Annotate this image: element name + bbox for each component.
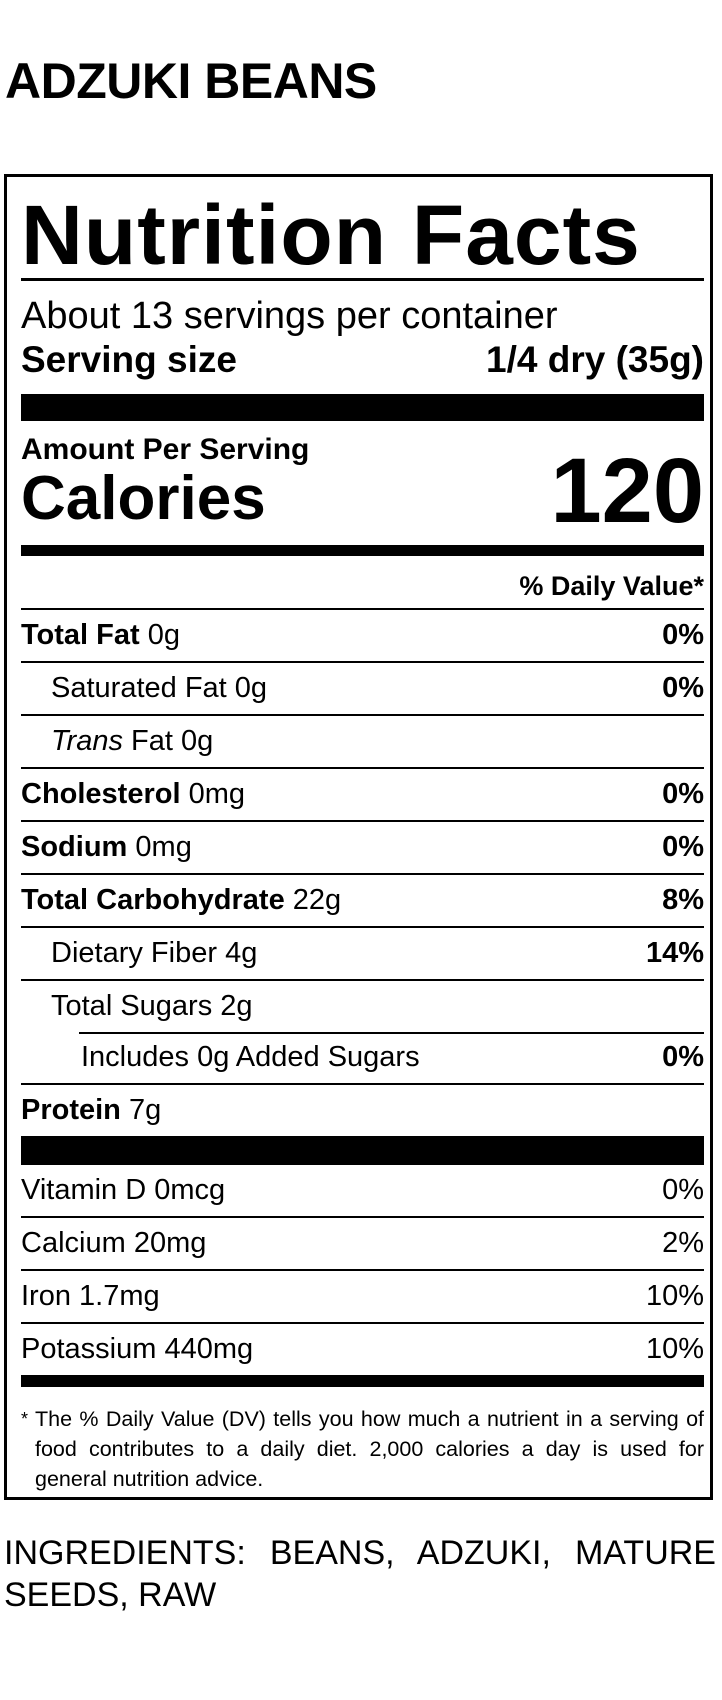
nutrient-name-italic: Trans [51, 725, 123, 757]
thick-divider [21, 394, 704, 421]
divider [21, 278, 704, 281]
servings-per-container: About 13 servings per container [21, 295, 558, 337]
calories-label: Calories [21, 464, 266, 533]
nutrient-name: Dietary Fiber [51, 937, 217, 969]
nutrient-amount: 4g [225, 937, 258, 969]
product-name: ADZUKI BEANS [5, 53, 377, 109]
nutrient-name: Cholesterol [21, 778, 181, 810]
vitamin-name: Potassium [21, 1333, 157, 1365]
nutrient-dv: 0% [662, 1041, 704, 1073]
calories-value: 120 [550, 440, 705, 542]
vitamin-name: Iron [21, 1280, 71, 1312]
nutrient-name: Saturated Fat [51, 672, 227, 704]
nutrient-amount: 7g [128, 1094, 162, 1126]
nutrient-dv: 8% [662, 884, 704, 916]
nutrient-name: Total Fat [21, 619, 140, 651]
vitamin-dv: 2% [662, 1227, 704, 1259]
vitamin-dv: 10% [645, 1333, 704, 1365]
footnote-marker: * [21, 1409, 29, 1429]
nutrient-name: Protein [21, 1094, 121, 1126]
nutrient-row-trans-fat: Trans Fat 0g [21, 714, 704, 767]
nutrient-name: Fat [131, 725, 173, 757]
serving-size-row: Serving size 1/4 dry (35g) [21, 337, 704, 383]
nutrient-dv: 0% [662, 778, 704, 810]
nutrient-amount: 0g [181, 725, 214, 757]
nutrient-name: Total Carbohydrate [21, 884, 285, 916]
ingredients: INGREDIENTS: BEANS, ADZUKI, MATURE SEEDS… [4, 1534, 716, 1614]
nutrient-name: Includes 0g Added Sugars [81, 1041, 420, 1073]
vitamin-row-potassium: Potassium 440mg 10% [21, 1322, 704, 1375]
serving-size-value: 1/4 dry (35g) [486, 339, 704, 380]
nutrient-amount: 0g [234, 672, 268, 704]
vitamin-dv: 10% [645, 1280, 704, 1312]
vitamin-amount: 20mg [133, 1227, 207, 1259]
nutrient-row-sodium: Sodium 0mg 0% [21, 820, 704, 873]
vitamin-amount: 0mcg [154, 1174, 226, 1206]
nutrient-name: Sodium [21, 831, 128, 863]
thick-divider [21, 1136, 704, 1165]
vitamin-amount: 440mg [164, 1333, 254, 1365]
nutrient-rows: Total Fat 0g 0% Saturated Fat 0g 0% Tran… [21, 608, 704, 1387]
medium-divider [21, 545, 704, 556]
nutrient-row-total-carbohydrate: Total Carbohydrate 22g 8% [21, 873, 704, 926]
nutrient-name: Total Sugars [51, 990, 213, 1022]
vitamin-dv: 0% [662, 1174, 704, 1206]
nutrient-amount: 22g [292, 884, 342, 916]
nutrient-row-cholesterol: Cholesterol 0mg 0% [21, 767, 704, 820]
vitamin-row-calcium: Calcium 20mg 2% [21, 1216, 704, 1269]
medium-divider [21, 1375, 704, 1387]
nutrient-row-saturated-fat: Saturated Fat 0g 0% [21, 661, 704, 714]
nutrient-row-added-sugars: Includes 0g Added Sugars 0% [21, 1032, 704, 1083]
vitamin-name: Calcium [21, 1227, 126, 1259]
nutrient-row-protein: Protein 7g [21, 1083, 704, 1136]
vitamin-name: Vitamin D [21, 1174, 147, 1206]
nutrient-row-dietary-fiber: Dietary Fiber 4g 14% [21, 926, 704, 979]
label-heading: Nutrition Facts [21, 188, 641, 282]
amount-per-serving: Amount Per Serving [21, 433, 310, 466]
nutrient-dv: 0% [662, 672, 704, 704]
vitamin-row-iron: Iron 1.7mg 10% [21, 1269, 704, 1322]
nutrient-dv: 14% [645, 937, 704, 969]
nutrition-facts-label: Nutrition Facts About 13 servings per co… [4, 174, 713, 1500]
nutrient-amount: 2g [220, 990, 253, 1022]
nutrient-dv: 0% [662, 831, 704, 863]
footnote: * The % Daily Value (DV) tells you how m… [21, 1404, 704, 1494]
nutrient-amount: 0mg [135, 831, 192, 863]
nutrient-dv: 0% [662, 619, 704, 651]
serving-size-label: Serving size [21, 339, 237, 380]
nutrient-amount: 0g [147, 619, 181, 651]
nutrient-row-total-fat: Total Fat 0g 0% [21, 608, 704, 661]
nutrient-amount: 0mg [188, 778, 246, 810]
footnote-text: The % Daily Value (DV) tells you how muc… [35, 1407, 704, 1491]
vitamin-row-vitamin-d: Vitamin D 0mcg 0% [21, 1165, 704, 1216]
daily-value-header: % Daily Value* [519, 571, 704, 601]
vitamin-amount: 1.7mg [79, 1280, 160, 1312]
nutrient-row-total-sugars: Total Sugars 2g [21, 979, 704, 1032]
